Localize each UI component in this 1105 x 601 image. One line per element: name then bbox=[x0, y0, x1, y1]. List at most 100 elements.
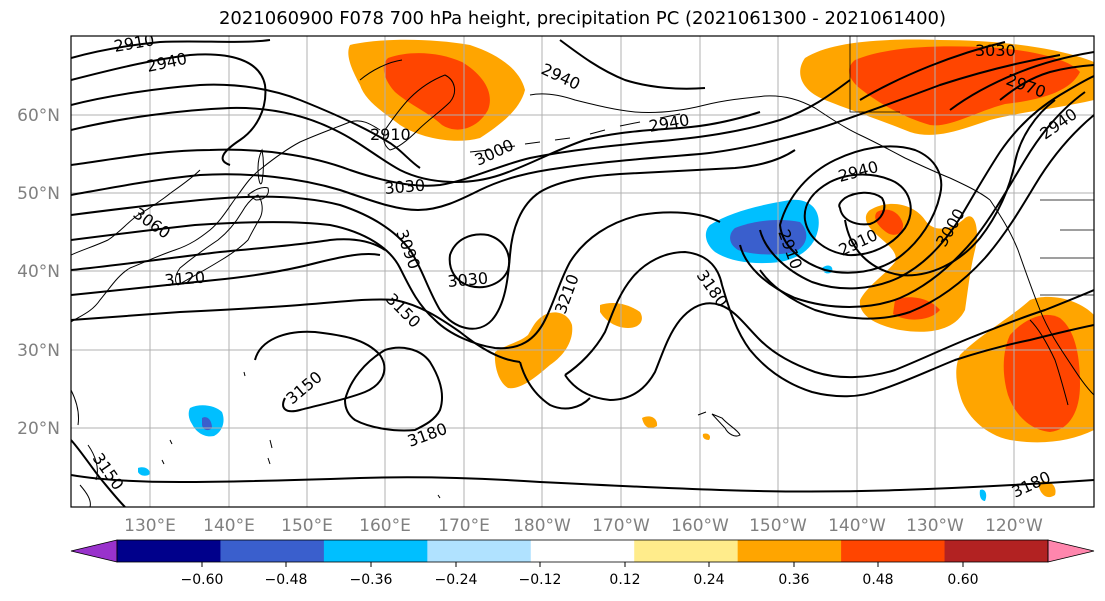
precip-strong-area bbox=[383, 53, 490, 130]
lon-label: 130°E bbox=[124, 516, 176, 536]
lon-label: 170°W bbox=[592, 516, 650, 536]
asia-coastline bbox=[71, 169, 201, 256]
contour-line bbox=[71, 83, 421, 169]
contour-line bbox=[519, 361, 591, 410]
lon-label: 170°E bbox=[438, 516, 490, 536]
colorbar-tick-label: −0.24 bbox=[435, 572, 478, 588]
map-panel: 2910 2940 2940 2910 2940 3000 3030 3060 … bbox=[71, 36, 1094, 507]
graticule bbox=[71, 36, 1094, 507]
lon-label: 160°W bbox=[671, 516, 729, 536]
contour-line bbox=[71, 439, 126, 507]
longitude-labels: 130°E 140°E 150°E 160°E 170°E 180°W 170°… bbox=[124, 516, 1043, 536]
coastlines bbox=[71, 36, 1094, 507]
contour-line bbox=[759, 75, 1094, 290]
colorbar-cell bbox=[841, 540, 946, 562]
contour-line bbox=[71, 54, 1061, 212]
japan-coastline bbox=[247, 187, 269, 201]
north-america-coastline bbox=[989, 199, 1094, 396]
precip-strong-area bbox=[849, 46, 1080, 126]
colorbar-cell bbox=[530, 540, 635, 562]
lon-label: 120°W bbox=[985, 516, 1043, 536]
contour-line bbox=[71, 298, 521, 363]
colorbar-tick-label: −0.60 bbox=[181, 572, 224, 588]
colorbar-cell bbox=[117, 540, 221, 562]
contour-line bbox=[999, 64, 1094, 101]
colorbar-tick-label: 0.60 bbox=[947, 572, 978, 588]
precip-negative-area bbox=[138, 467, 150, 476]
colorbar: −0.60 −0.48 −0.36 −0.24 −0.12 0.12 0.24 … bbox=[70, 539, 1095, 588]
precip-strong-negative-area bbox=[202, 417, 212, 431]
islands bbox=[161, 371, 441, 499]
asia-coastline bbox=[71, 120, 381, 323]
contour-line bbox=[71, 211, 721, 350]
lon-label: 160°E bbox=[359, 516, 411, 536]
precip-strong-area bbox=[1003, 314, 1080, 432]
colorbar-cell bbox=[634, 540, 739, 562]
kamchatka-coastline bbox=[383, 74, 456, 151]
height-contours bbox=[71, 39, 1094, 507]
colorbar-extend-high bbox=[1047, 539, 1095, 563]
contour-line bbox=[778, 145, 943, 274]
contour-line bbox=[564, 250, 1094, 398]
lon-label: 150°E bbox=[281, 516, 333, 536]
contour-line bbox=[71, 39, 271, 59]
colorbar-tick-label: 0.48 bbox=[862, 572, 893, 588]
north-america-coastline bbox=[1029, 319, 1069, 406]
colorbar-tick-label: −0.12 bbox=[519, 572, 562, 588]
precip-positive-area bbox=[1038, 481, 1056, 498]
contour-line bbox=[564, 289, 1094, 402]
contour-label: 3030 bbox=[975, 41, 1016, 60]
kamchatka-coastline bbox=[359, 59, 403, 81]
lon-label: 180°W bbox=[513, 516, 571, 536]
lat-label: 30°N bbox=[17, 341, 60, 361]
lat-label: 50°N bbox=[17, 184, 60, 204]
colorbar-tick-label: −0.48 bbox=[265, 572, 308, 588]
hawaii-coastline bbox=[697, 411, 741, 437]
colorbar-cell bbox=[737, 540, 842, 562]
contour-line bbox=[71, 106, 761, 183]
contour-line bbox=[803, 173, 912, 257]
contour-line bbox=[949, 51, 1094, 111]
colorbar-tick-labels: −0.60 −0.48 −0.36 −0.24 −0.12 0.12 0.24 … bbox=[181, 572, 979, 588]
contour-line bbox=[343, 346, 443, 432]
contour-label: 3030 bbox=[447, 269, 489, 291]
colorbar-extend-low bbox=[70, 539, 118, 563]
contour-line bbox=[759, 114, 1094, 320]
colorbar-outline bbox=[116, 539, 1049, 563]
precip-positive-area bbox=[702, 433, 711, 440]
colorbar-cell bbox=[323, 540, 428, 562]
contour-line bbox=[71, 252, 381, 296]
contour-line bbox=[71, 474, 1094, 493]
colorbar-cell bbox=[944, 540, 1049, 562]
contour-line bbox=[559, 39, 706, 90]
contour-line bbox=[859, 41, 1006, 101]
contour-line bbox=[448, 233, 510, 289]
contour-line bbox=[739, 91, 1086, 308]
colorbar-cells bbox=[70, 539, 1095, 563]
contour-line bbox=[71, 238, 386, 271]
contour-line bbox=[254, 330, 386, 413]
contour-label: 3030 bbox=[384, 176, 426, 198]
contour-label: 2910 bbox=[370, 125, 411, 144]
colorbar-tick-label: 0.24 bbox=[693, 572, 724, 588]
colorbar-tick-label: 0.36 bbox=[778, 572, 809, 588]
philippine-coastline bbox=[71, 389, 98, 507]
contour-line bbox=[844, 99, 1056, 277]
colorbar-tick-label: −0.36 bbox=[350, 572, 393, 588]
colorbar-cell bbox=[427, 540, 532, 562]
chart-title: 2021060900 F078 700 hPa height, precipit… bbox=[218, 8, 947, 29]
lon-label: 150°W bbox=[749, 516, 807, 536]
contour-line bbox=[71, 53, 267, 166]
lon-label: 140°E bbox=[203, 516, 255, 536]
colorbar-tick-label: 0.12 bbox=[609, 572, 640, 588]
lon-label: 130°W bbox=[906, 516, 964, 536]
lat-label: 20°N bbox=[17, 419, 60, 439]
latitude-labels: 60°N 50°N 40°N 30°N 20°N bbox=[17, 106, 60, 439]
lat-label: 40°N bbox=[17, 262, 60, 282]
colorbar-ticks bbox=[201, 562, 964, 567]
lon-label: 140°W bbox=[828, 516, 886, 536]
contour-line bbox=[71, 149, 796, 330]
aleutian-coastline bbox=[469, 113, 681, 153]
contour-line bbox=[838, 191, 886, 226]
